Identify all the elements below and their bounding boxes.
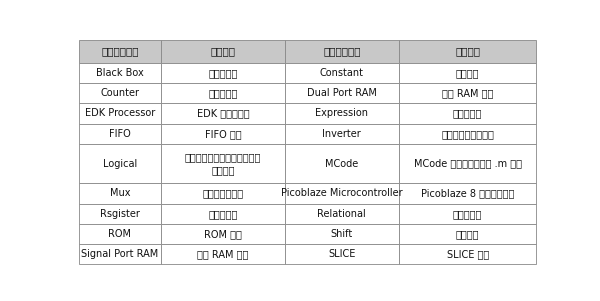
Text: FIFO: FIFO xyxy=(109,129,131,139)
Bar xyxy=(399,224,536,244)
Text: Inverter: Inverter xyxy=(322,129,361,139)
Bar xyxy=(79,63,161,83)
Text: 单口 RAM 模块: 单口 RAM 模块 xyxy=(197,249,248,259)
Bar xyxy=(161,244,284,264)
Text: Signal Port RAM: Signal Port RAM xyxy=(81,249,158,259)
Text: 多路选择器模块: 多路选择器模块 xyxy=(202,188,244,198)
Text: MCode 模块，用于加载 .m 函数: MCode 模块，用于加载 .m 函数 xyxy=(413,159,521,169)
Text: Picoblaze 8 位处理器模块: Picoblaze 8 位处理器模块 xyxy=(421,188,514,198)
Bar xyxy=(79,203,161,224)
Text: 寄存器模块: 寄存器模块 xyxy=(208,209,238,219)
Text: ROM: ROM xyxy=(109,229,131,239)
Bar xyxy=(284,144,399,183)
Text: SLICE: SLICE xyxy=(328,249,356,259)
Text: 计数器模块: 计数器模块 xyxy=(208,88,238,98)
Text: Shift: Shift xyxy=(331,229,353,239)
Text: 功能说明: 功能说明 xyxy=(211,46,235,56)
Text: Dual Port RAM: Dual Port RAM xyxy=(307,88,377,98)
Text: EDK 处理器模块: EDK 处理器模块 xyxy=(197,108,249,118)
Text: 功能说明: 功能说明 xyxy=(455,46,480,56)
Bar xyxy=(399,103,536,124)
Text: FIFO 模块: FIFO 模块 xyxy=(205,129,241,139)
Bar xyxy=(161,203,284,224)
Text: 逻辑功能: 逻辑功能 xyxy=(211,165,235,175)
Text: 移位模块: 移位模块 xyxy=(456,229,479,239)
Bar xyxy=(79,40,161,63)
Bar xyxy=(161,224,284,244)
Bar xyxy=(284,183,399,203)
Text: Expression: Expression xyxy=(316,108,368,118)
Bar xyxy=(284,63,399,83)
Text: EDK Processor: EDK Processor xyxy=(85,108,155,118)
Bar xyxy=(161,63,284,83)
Bar xyxy=(284,203,399,224)
Text: Counter: Counter xyxy=(100,88,139,98)
Text: Mux: Mux xyxy=(110,188,130,198)
Text: 将输入数据按位取反: 将输入数据按位取反 xyxy=(441,129,494,139)
Bar xyxy=(79,244,161,264)
Text: 双口 RAM 模块: 双口 RAM 模块 xyxy=(442,88,493,98)
Bar xyxy=(399,244,536,264)
Bar xyxy=(79,144,161,183)
Bar xyxy=(79,183,161,203)
Bar xyxy=(284,124,399,144)
Bar xyxy=(161,144,284,183)
Text: ROM 模块: ROM 模块 xyxy=(204,229,242,239)
Bar xyxy=(399,183,536,203)
Bar xyxy=(284,83,399,103)
Text: 基本模块名称: 基本模块名称 xyxy=(101,46,139,56)
Bar xyxy=(284,244,399,264)
Bar xyxy=(79,224,161,244)
Bar xyxy=(161,103,284,124)
Text: 比较器模块: 比较器模块 xyxy=(453,209,482,219)
Text: Constant: Constant xyxy=(320,68,364,78)
Text: 可选择实现固定位数二进制数: 可选择实现固定位数二进制数 xyxy=(185,152,261,162)
Bar xyxy=(284,40,399,63)
Bar xyxy=(79,103,161,124)
Bar xyxy=(284,224,399,244)
Bar xyxy=(161,183,284,203)
Text: Picoblaze Microcontroller: Picoblaze Microcontroller xyxy=(281,188,403,198)
Bar xyxy=(79,124,161,144)
Bar xyxy=(161,40,284,63)
Text: 常数模块: 常数模块 xyxy=(456,68,479,78)
Text: 表达式模块: 表达式模块 xyxy=(453,108,482,118)
Text: 基本模块名称: 基本模块名称 xyxy=(323,46,361,56)
Bar xyxy=(399,63,536,83)
Bar xyxy=(399,40,536,63)
Bar xyxy=(399,203,536,224)
Bar xyxy=(284,103,399,124)
Text: Relational: Relational xyxy=(317,209,366,219)
Bar xyxy=(399,83,536,103)
Bar xyxy=(399,144,536,183)
Text: SLICE 模块: SLICE 模块 xyxy=(446,249,489,259)
Text: 黑盒子模块: 黑盒子模块 xyxy=(208,68,238,78)
Bar xyxy=(79,83,161,103)
Text: Black Box: Black Box xyxy=(96,68,144,78)
Bar xyxy=(161,83,284,103)
Bar xyxy=(399,124,536,144)
Text: MCode: MCode xyxy=(325,159,358,169)
Text: Logical: Logical xyxy=(103,159,137,169)
Bar xyxy=(161,124,284,144)
Text: Rsgister: Rsgister xyxy=(100,209,140,219)
